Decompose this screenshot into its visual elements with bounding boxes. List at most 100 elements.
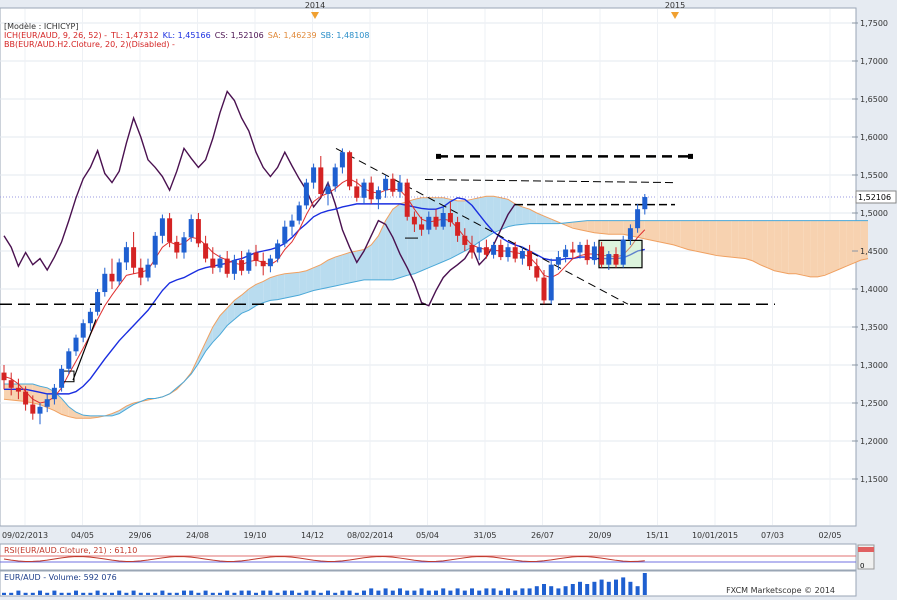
volume-bar	[160, 590, 165, 595]
cloud-segment	[738, 220, 746, 259]
volume-bar	[599, 579, 604, 595]
candle-body	[51, 387, 57, 400]
candle-body	[282, 226, 288, 244]
year-label: 2014	[305, 1, 325, 10]
candle-body	[584, 244, 590, 261]
x-tick-label: 15/11	[646, 531, 669, 540]
candle-body	[411, 216, 417, 225]
candle-body	[498, 244, 504, 258]
cloud-segment	[680, 220, 688, 250]
volume-bar	[462, 590, 467, 595]
candle-body	[116, 262, 122, 282]
cloud-segment	[752, 220, 760, 265]
candle-body	[246, 252, 252, 271]
volume-bar	[239, 590, 244, 595]
volume-bar	[362, 590, 366, 595]
candles	[1, 148, 648, 425]
candle-body	[131, 247, 137, 268]
candle-body	[66, 351, 72, 369]
volume-bar	[498, 590, 503, 595]
x-tick-label: 10/01/2015	[692, 531, 738, 540]
cloud-segment	[263, 277, 271, 303]
volume-bar	[390, 590, 395, 595]
volume-bar	[88, 592, 93, 595]
volume-bar	[290, 590, 294, 595]
candle-body	[239, 260, 245, 271]
candle-body	[455, 222, 461, 236]
cloud-segment	[342, 252, 350, 285]
volume-bar	[138, 592, 143, 595]
candle-body	[8, 380, 14, 388]
volume-bar	[232, 592, 237, 595]
candle-body	[577, 244, 583, 253]
cloud-segment	[119, 406, 127, 414]
y-tick-label: 1,6000	[860, 133, 888, 142]
cloud-segment	[839, 220, 847, 270]
candle-body	[570, 249, 576, 253]
y-tick-label: 1,5500	[860, 171, 888, 180]
rsi-label: RSI(EUR/AUD.Cloture, 21) : 61,10	[4, 546, 138, 555]
volume-bar	[52, 590, 57, 595]
candle-body	[563, 249, 569, 258]
volume-bar	[628, 581, 633, 595]
volume-bar	[556, 588, 561, 595]
rsi-scale-mark	[858, 547, 874, 552]
volume-bar	[254, 592, 258, 595]
volume-bar	[30, 592, 35, 595]
year-marker-icon	[671, 12, 679, 19]
volume-bar	[448, 590, 453, 595]
candle-body	[606, 254, 612, 265]
x-tick-label: 14/12	[301, 531, 324, 540]
x-tick-label: 26/07	[531, 531, 554, 540]
cloud-segment	[486, 196, 494, 238]
cloud-segment	[666, 220, 674, 245]
y-tick-label: 1,7500	[860, 19, 888, 28]
volume-label: EUR/AUD - Volume: 592 076	[4, 573, 117, 582]
cloud-segment	[587, 220, 595, 233]
volume-bar	[470, 588, 474, 595]
volume-bar	[124, 592, 129, 595]
cloud-segment	[220, 308, 228, 335]
volume-bar	[333, 592, 338, 595]
y-tick-label: 1,5000	[860, 209, 888, 218]
consolidation-box	[598, 239, 643, 269]
volume-bar	[412, 590, 417, 595]
y-tick-label: 1,2000	[860, 437, 888, 446]
x-tick-label: 08/02/2014	[347, 531, 393, 540]
volume-bar	[635, 586, 640, 595]
volume-bar	[225, 590, 230, 595]
x-tick-label: 24/08	[186, 531, 209, 540]
candle-body	[23, 391, 29, 405]
volume-bar	[102, 592, 107, 595]
candle-body	[635, 209, 641, 229]
volume-bar	[542, 584, 546, 595]
cloud-segment	[616, 220, 624, 235]
volume-bar	[642, 573, 647, 595]
candle-body	[440, 213, 446, 227]
cloud-segment	[724, 220, 732, 258]
cloud-segment	[68, 406, 76, 419]
candle-body	[109, 273, 115, 282]
price-axis: 1,7500 1,7000 1,6500 1,6000 1,5500 1,5000 1,45…	[852, 19, 897, 484]
cloud-segment	[335, 254, 343, 286]
cloud-segment	[716, 220, 724, 257]
rsi-scale-bottom: 0	[860, 562, 864, 570]
volume-bar	[455, 588, 460, 595]
chikou-span-line	[3, 89, 516, 307]
volume-bar	[304, 590, 309, 595]
volume-bar	[268, 590, 273, 595]
cloud-segment	[803, 220, 811, 277]
cloud-segment	[824, 220, 832, 276]
cloud-segment	[565, 222, 573, 229]
cloud-segment	[673, 220, 681, 248]
ichimoku-legend: ICH(EUR/AUD, 9, 26, 52) - TL: 1,47312 KL: …	[4, 31, 373, 40]
cloud-segment	[817, 220, 825, 277]
volume-bar	[246, 590, 251, 595]
volume-bar	[484, 588, 489, 595]
candle-body	[289, 220, 295, 227]
volume-bar	[174, 592, 179, 595]
volume-bar	[311, 590, 316, 595]
volume-bar	[110, 592, 114, 595]
candle-body	[548, 264, 554, 301]
candle-body	[483, 247, 489, 255]
